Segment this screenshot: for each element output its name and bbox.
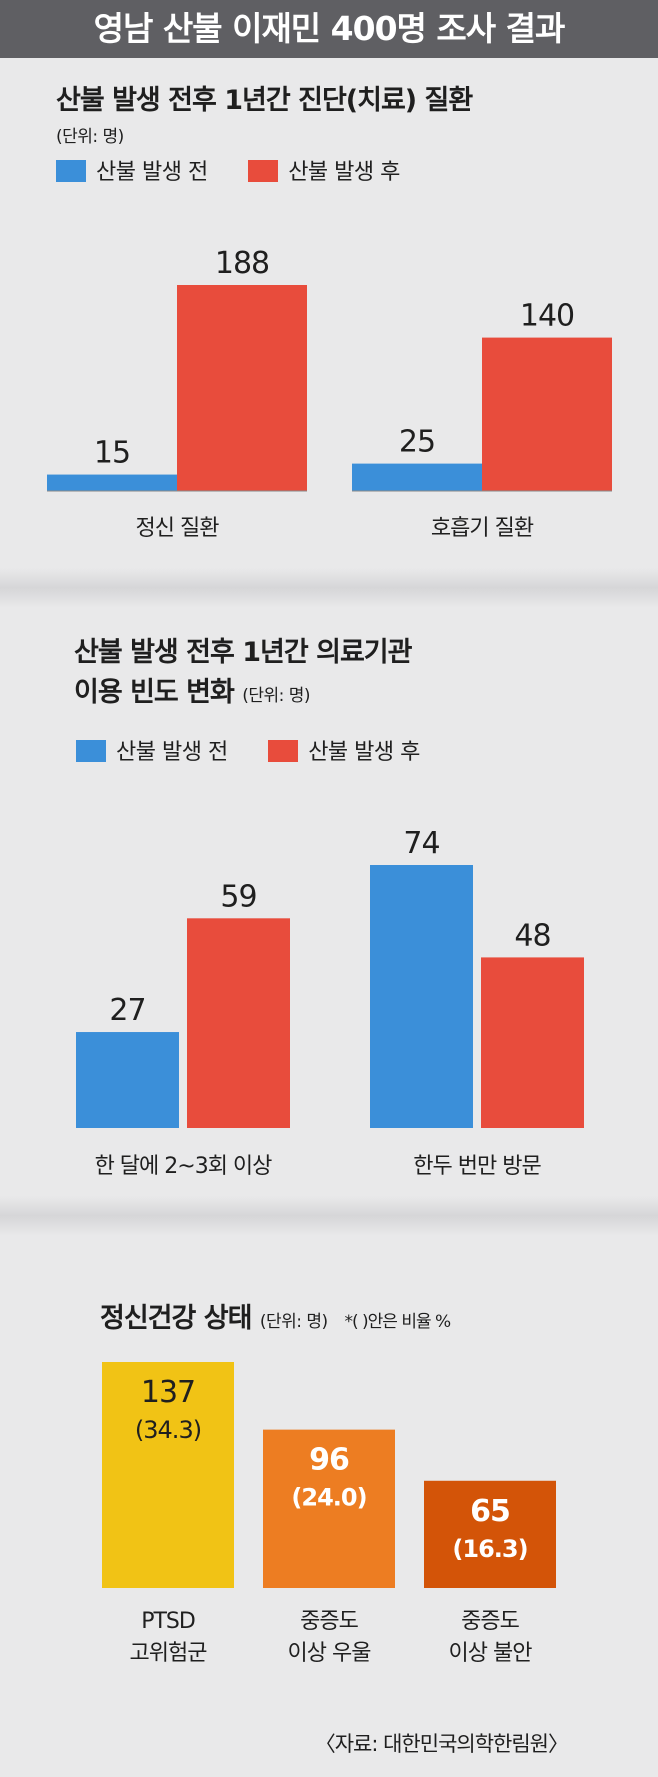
- value-label: 65: [470, 1494, 510, 1529]
- chart3-title: 정신건강 상태 (단위: 명) *( )안은 비율 %: [100, 1296, 452, 1335]
- legend-before-label: 산불 발생 전: [96, 160, 208, 185]
- legend-after-swatch: [268, 740, 299, 762]
- chart2-title-line1: 산불 발생 전후 1년간 의료기관: [74, 637, 412, 668]
- legend-before-label: 산불 발생 전: [116, 740, 228, 765]
- bar-before-1: [47, 474, 177, 491]
- chart2-unit: (단위: 명): [242, 686, 311, 706]
- chart3-note: *( )안은 비율 %: [344, 1312, 452, 1332]
- percent-label: (34.3): [135, 1416, 201, 1444]
- value-label: 188: [215, 246, 269, 281]
- legend-after-label: 산불 발생 후: [308, 740, 420, 765]
- legend-after-swatch: [248, 160, 279, 182]
- value-label: 74: [403, 826, 439, 861]
- section-divider: [0, 1196, 658, 1236]
- chart1-svg: 15 188 정신 질환 25 140 호흡기 질환: [47, 246, 612, 541]
- chart3-unit: (단위: 명): [259, 1312, 328, 1332]
- value-label: 48: [514, 918, 550, 953]
- category-label-line1: 중증도: [300, 1609, 358, 1634]
- bar-1: [102, 1362, 234, 1588]
- bar-2: [263, 1429, 395, 1588]
- legend-after-label: 산불 발생 후: [288, 160, 400, 185]
- value-label: 59: [220, 879, 256, 914]
- category-label-line1: 중증도: [461, 1609, 519, 1634]
- category-label-line1: PTSD: [141, 1609, 195, 1634]
- source-note: 〈자료: 대한민국의학한림원〉: [314, 1732, 569, 1756]
- bar-before-2: [352, 463, 482, 491]
- chart2-legend: 산불 발생 전 산불 발생 후: [76, 734, 454, 766]
- value-label: 27: [109, 993, 145, 1028]
- value-label: 140: [520, 299, 574, 334]
- chart3-title-text: 정신건강 상태: [100, 1303, 252, 1334]
- chart1-unit: (단위: 명): [56, 127, 124, 147]
- bar-3: [424, 1480, 556, 1588]
- legend-before-swatch: [76, 740, 106, 762]
- percent-label: (24.0): [291, 1484, 366, 1512]
- category-label: 한 달에 2~3회 이상: [95, 1154, 273, 1179]
- bar-before-2: [370, 865, 473, 1128]
- value-label: 96: [309, 1443, 349, 1478]
- bar-after-2: [481, 957, 584, 1128]
- page-title: 영남 산불 이재민 400명 조사 결과: [0, 0, 658, 58]
- chart1-title: 산불 발생 전후 1년간 진단(치료) 질환: [56, 85, 473, 116]
- chart2-title-line2: 이용 빈도 변화 (단위: 명): [74, 670, 311, 709]
- value-label: 137: [141, 1375, 195, 1410]
- chart1-legend: 산불 발생 전 산불 발생 후: [56, 154, 434, 186]
- value-label: 25: [399, 425, 435, 460]
- chart2-svg: 27 59 한 달에 2~3회 이상 74 48 한두 번만 방문: [76, 826, 584, 1179]
- value-label: 15: [94, 436, 130, 471]
- bar-after-1: [187, 918, 290, 1128]
- category-label-line2: 이상 우울: [288, 1641, 372, 1666]
- category-label-line2: 고위험군: [130, 1641, 208, 1666]
- category-label: 한두 번만 방문: [413, 1154, 541, 1179]
- legend-before-swatch: [56, 160, 86, 182]
- chart2-title-line2-text: 이용 빈도 변화: [74, 677, 235, 708]
- bar-after-2: [482, 337, 612, 491]
- section-divider: [0, 568, 658, 608]
- bar-before-1: [76, 1032, 179, 1128]
- percent-label: (16.3): [452, 1535, 527, 1563]
- category-label: 호흡기 질환: [431, 516, 534, 541]
- category-label: 정신 질환: [136, 516, 220, 541]
- bar-after-1: [177, 285, 307, 491]
- category-label-line2: 이상 불안: [449, 1641, 533, 1666]
